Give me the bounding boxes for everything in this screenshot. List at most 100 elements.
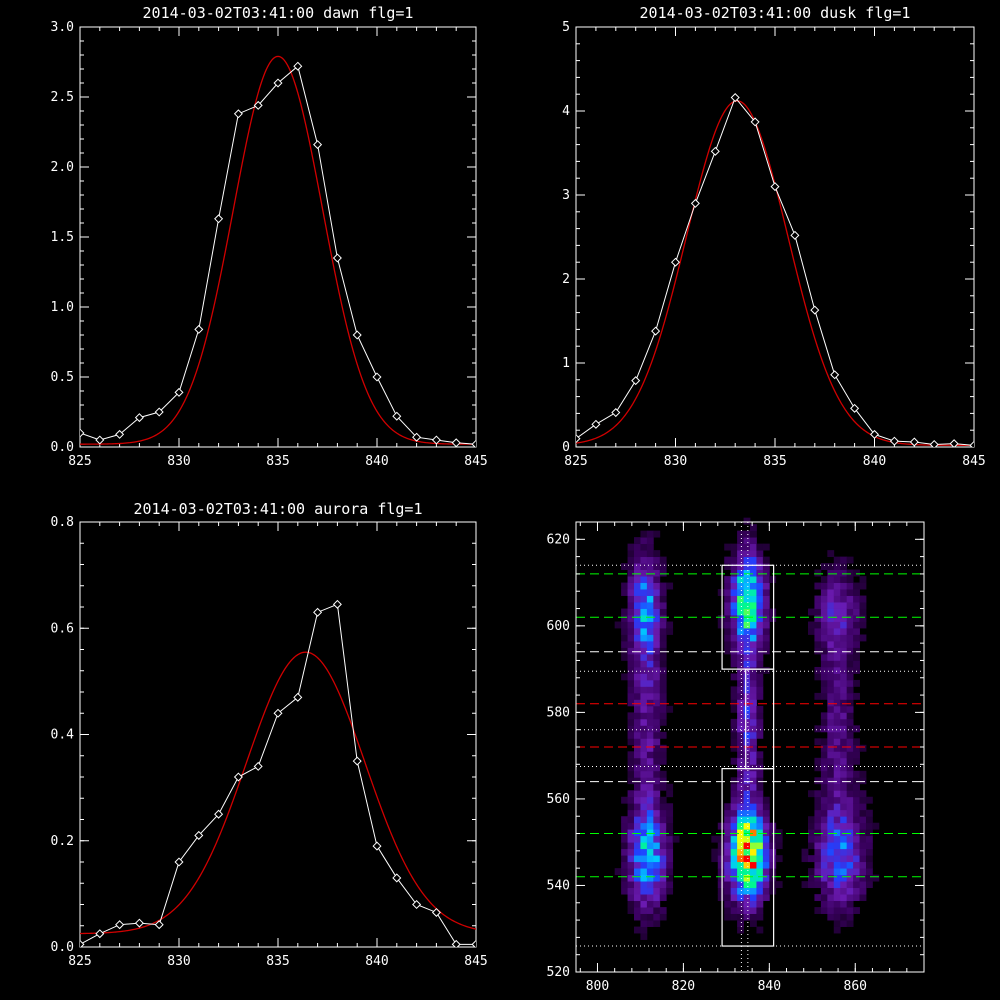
heatmap-cell	[659, 640, 667, 648]
heatmap-cell	[756, 868, 764, 876]
heatmap-cell	[743, 718, 751, 726]
heatmap-cell	[743, 868, 751, 876]
heatmap-cell	[846, 868, 854, 876]
heatmap-cell	[737, 803, 744, 811]
heatmap-cell	[833, 907, 841, 914]
heatmap-cell	[634, 848, 641, 856]
heatmap-cell	[737, 848, 744, 856]
heatmap-cell	[846, 900, 854, 908]
heatmap-cell	[833, 751, 841, 759]
heatmap-cell	[743, 621, 751, 629]
heatmap-cell	[750, 855, 757, 863]
dusk-data-point	[770, 182, 780, 192]
heatmap-cell	[640, 615, 648, 622]
heatmap-cell	[737, 569, 744, 577]
heatmap-cell	[621, 582, 628, 590]
heatmap-cell	[750, 907, 757, 914]
heatmap-cell	[846, 783, 854, 791]
heatmap-cell	[762, 595, 770, 603]
heatmap-cell	[717, 621, 725, 629]
heatmap-cell	[775, 881, 783, 889]
heatmap-cell	[730, 757, 738, 765]
heatmap-cell	[646, 861, 654, 869]
heatmap-cell	[653, 602, 661, 609]
heatmap-cell	[653, 647, 661, 655]
heatmap-cell	[634, 744, 641, 752]
heatmap-cell	[756, 829, 764, 837]
heatmap-cell	[724, 608, 732, 616]
aurora-data-point	[451, 939, 461, 947]
heatmap-cell	[750, 595, 757, 603]
heatmap-cell	[827, 731, 835, 739]
dawn-x-tick-label: 825	[68, 454, 91, 469]
heatmap-cell	[666, 705, 674, 713]
heatmap-cell	[769, 576, 777, 583]
heatmap-cell	[634, 705, 641, 713]
heatmap-cell	[853, 582, 860, 590]
heatmap-cell	[840, 686, 848, 694]
dawn-x-tick-label: 830	[167, 454, 190, 469]
aurora-data-point	[154, 920, 164, 930]
heatmap-cell	[743, 589, 751, 596]
heatmap-cell	[827, 647, 835, 655]
heatmap-cell	[820, 628, 828, 635]
heatmap-cell	[833, 725, 841, 733]
heatmap-cell	[646, 731, 654, 739]
heatmap-cell	[666, 816, 674, 824]
heatmap-cell	[820, 615, 828, 622]
heatmap-cell	[730, 874, 738, 882]
heatmap-cell	[737, 770, 744, 778]
heatmap-cell	[808, 835, 815, 843]
heatmap-cell	[730, 829, 738, 837]
heatmap-cell	[653, 628, 661, 635]
dusk-data-point	[790, 230, 800, 240]
heatmap-cell	[846, 790, 854, 798]
heatmap-cells	[614, 517, 880, 940]
heatmap-cell	[820, 602, 828, 609]
heatmap-cell	[627, 543, 635, 551]
heatmap-cell	[833, 647, 841, 655]
heatmap-cell	[814, 816, 822, 824]
dawn-title: 2014-03-02T03:41:00 dawn flg=1	[143, 4, 414, 22]
heatmap-cell	[808, 628, 815, 635]
heatmap-cell	[724, 809, 732, 817]
heatmap-cell	[621, 653, 628, 661]
heatmap-cell	[762, 666, 770, 674]
heatmap-cell	[846, 647, 854, 655]
heatmap-cell	[833, 900, 841, 908]
heatmap-cell	[634, 770, 641, 778]
heatmap-cell	[814, 777, 822, 785]
heatmap-cell	[627, 634, 635, 642]
heatmap-cell	[634, 894, 641, 902]
heatmap-cell	[853, 829, 860, 837]
heatmap-cell	[840, 712, 848, 720]
dusk-data-point	[651, 326, 661, 336]
heatmap-cell	[653, 803, 661, 811]
heatmap-cell	[659, 712, 667, 720]
dawn-data-point	[253, 100, 263, 110]
heatmap-cell	[730, 861, 738, 869]
dawn-data-point	[392, 411, 402, 421]
heatmap-cell	[640, 550, 648, 558]
heatmap-cell	[653, 621, 661, 629]
heatmap-cell	[756, 705, 764, 713]
aurora-title: 2014-03-02T03:41:00 aurora flg=1	[134, 500, 423, 518]
heatmap-cell	[730, 608, 738, 616]
heatmap-cell	[833, 822, 841, 830]
heatmap-cell	[756, 900, 764, 908]
heatmap-cell	[640, 543, 648, 551]
heatmap-cell	[730, 686, 738, 694]
heatmap-cell	[717, 835, 725, 843]
heatmap-cell	[737, 653, 744, 661]
heatmap-cell	[853, 855, 860, 863]
heatmap-cell	[659, 615, 667, 622]
heatmap-cell	[846, 894, 854, 902]
heatmap-cell	[827, 861, 835, 869]
dawn-data-point	[194, 324, 204, 334]
heatmap-cell	[820, 764, 828, 772]
heatmap-cell	[750, 530, 757, 538]
heatmap-cell	[762, 894, 770, 902]
heatmap-cell	[750, 770, 757, 778]
image-x-tick-label: 820	[672, 979, 695, 994]
heatmap-cell	[621, 796, 628, 804]
